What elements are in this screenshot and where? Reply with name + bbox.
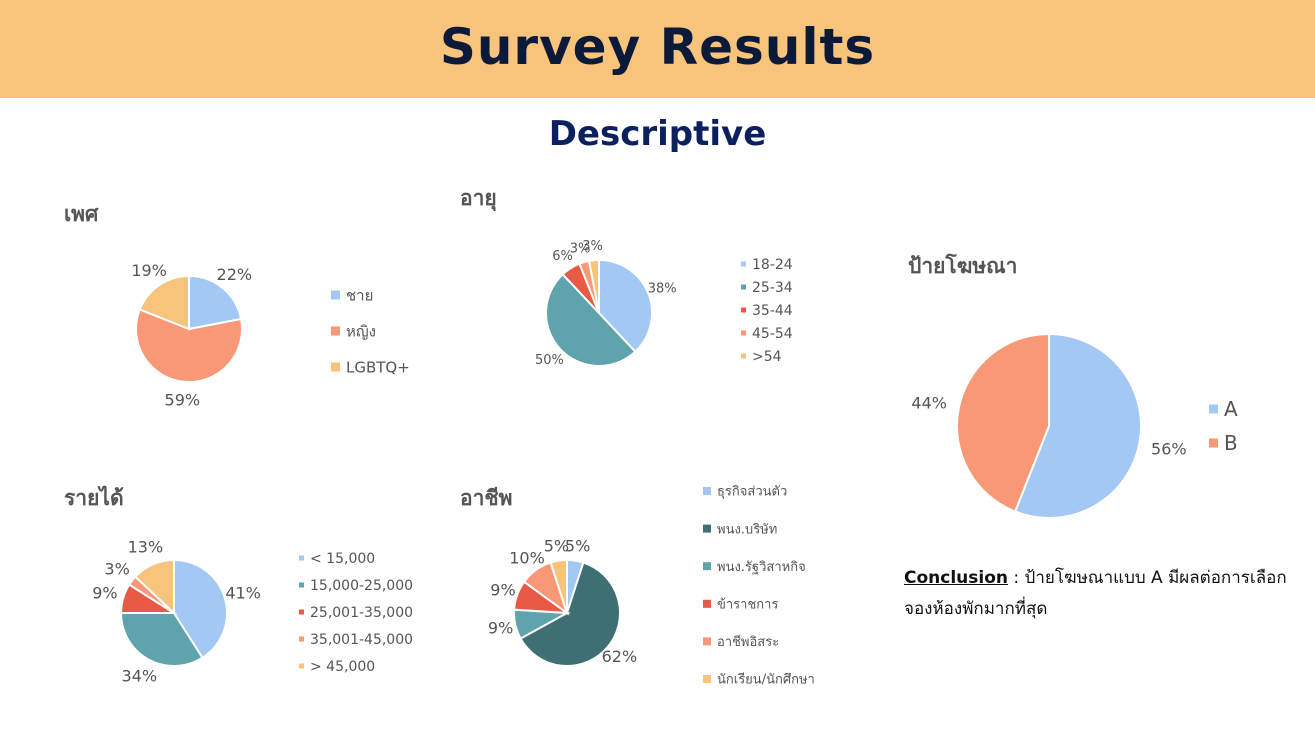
chart-title-income: รายได้ (64, 486, 124, 510)
chart-title-gender: เพศ (64, 202, 99, 226)
legend-swatch-ad-0 (1209, 404, 1218, 414)
data-label-income-1: 34% (122, 667, 158, 686)
pie-slice-ad-1 (956, 332, 1050, 513)
legend-label-income-0: < 15,000 (310, 551, 375, 567)
pie-slice-ad-0 (1013, 332, 1142, 519)
legend-swatch-income-1 (299, 582, 304, 588)
data-label-gender-2: 19% (131, 261, 167, 280)
legend-swatch-gender-0 (331, 290, 340, 300)
legend-swatch-occupation-2 (703, 562, 711, 571)
legend-label-occupation-0: ธุรกิจส่วนตัว (717, 485, 787, 500)
legend-age: 18-24 25-34 35-44 45-54 >54 (741, 257, 793, 365)
data-label-age-3: 3% (570, 241, 591, 256)
pie-slice-age-4 (587, 258, 600, 314)
legend-label-age-1: 25-34 (752, 280, 793, 296)
legend-label-occupation-3: ข้าราชการ (717, 597, 778, 612)
legend-label-gender-1: หญิง (346, 322, 376, 340)
legend-label-age-0: 18-24 (752, 257, 793, 273)
data-label-occupation-5: 5% (544, 536, 569, 555)
data-label-age-1: 50% (535, 353, 564, 368)
pie-slice-occupation-1 (519, 561, 621, 667)
legend-swatch-income-4 (299, 663, 304, 669)
data-label-occupation-1: 62% (602, 647, 638, 666)
conclusion-text: ป้ายโฆษณาแบบ A มีผลต่อการเลือกจองห้องพัก… (904, 568, 1287, 619)
legend-swatch-income-0 (299, 555, 304, 561)
data-label-occupation-0: 5% (565, 536, 590, 555)
conclusion-separator: : (1008, 568, 1025, 588)
pie-chart-income: 41% 34% 9% 3% 13% (92, 538, 261, 686)
pie-slice-age-1 (545, 272, 637, 367)
data-label-age-0: 38% (648, 282, 677, 297)
legend-swatch-occupation-5 (703, 675, 711, 683)
legend-ad: AB (1209, 397, 1238, 455)
chart-title-ad: ป้ายโฆษณา (908, 254, 1018, 278)
legend-label-income-4: > 45,000 (310, 659, 375, 675)
page-title: Survey Results (439, 18, 876, 76)
data-label-gender-0: 22% (217, 265, 253, 284)
pie-slice-income-4 (133, 558, 175, 616)
legend-swatch-occupation-0 (703, 487, 711, 495)
legend-occupation: ธุรกิจส่วนตัวพนง.บริษัทพนง.รัฐวิสาหกิจข้… (703, 485, 815, 688)
legend-swatch-age-4 (741, 353, 746, 359)
legend-label-ad-1: B (1224, 431, 1238, 455)
legend-swatch-occupation-3 (703, 599, 711, 608)
legend-label-occupation-4: อาชีพอิสระ (717, 634, 779, 650)
legend-label-age-2: 35-44 (752, 303, 793, 319)
pie-slice-income-1 (119, 612, 204, 667)
pie-chart-ad: 56% 44% (911, 332, 1187, 519)
pie-slice-occupation-5 (549, 558, 568, 614)
legend-swatch-age-1 (741, 284, 746, 290)
header-banner: Survey Results (0, 0, 1315, 98)
data-label-income-3: 3% (104, 560, 129, 579)
data-label-income-4: 13% (128, 538, 164, 557)
legend-label-occupation-2: พนง.รัฐวิสาหกิจ (717, 560, 806, 575)
data-label-occupation-3: 9% (490, 581, 515, 600)
legend-swatch-age-0 (741, 261, 746, 267)
conclusion-label: Conclusion (904, 568, 1008, 588)
data-label-occupation-2: 9% (488, 618, 513, 637)
section-subtitle: Descriptive (548, 114, 767, 154)
legend-income: < 15,000 15,000-25,000 25,001-35,000 35,001… (299, 551, 413, 675)
legend-swatch-age-3 (741, 330, 746, 336)
legend-label-age-3: 45-54 (752, 326, 793, 342)
legend-label-income-1: 15,000-25,000 (310, 578, 413, 594)
pie-slice-gender-2 (138, 274, 190, 331)
data-label-occupation-4: 10% (509, 549, 545, 568)
data-label-income-0: 41% (225, 584, 261, 603)
pie-chart-occupation: 5%62%9%9%10%5% (488, 536, 638, 667)
data-label-age-4: 3% (582, 239, 603, 254)
legend-label-income-3: 35,001-45,000 (310, 632, 413, 648)
legend-swatch-occupation-4 (703, 637, 711, 646)
data-label-gender-1: 59% (165, 390, 201, 409)
pie-chart-gender: 22% 59% 19% (131, 261, 252, 409)
pie-slice-age-0 (598, 258, 653, 354)
legend-label-income-2: 25,001-35,000 (310, 605, 413, 621)
legend-label-gender-0: ชาย (346, 286, 373, 304)
legend-label-ad-0: A (1224, 397, 1238, 421)
data-label-income-2: 9% (92, 584, 117, 603)
legend-swatch-age-2 (741, 307, 746, 313)
legend-label-age-4: >54 (752, 349, 782, 365)
chart-title-occupation: อาชีพ (460, 486, 513, 510)
legend-label-gender-2: LGBTQ+ (346, 358, 410, 376)
legend-swatch-income-3 (299, 636, 304, 642)
legend-swatch-occupation-1 (703, 524, 711, 533)
legend-swatch-ad-1 (1209, 438, 1218, 448)
legend-label-occupation-1: พนง.บริษัท (717, 522, 777, 537)
legend-swatch-gender-2 (331, 362, 340, 372)
chart-title-age: อายุ (460, 186, 497, 210)
legend-label-occupation-5: นักเรียน/นักศึกษา (717, 672, 815, 688)
legend-swatch-gender-1 (331, 326, 340, 336)
conclusion-block: Conclusion : ป้ายโฆษณาแบบ A มีผลต่อการเล… (904, 563, 1304, 625)
pie-slice-gender-0 (188, 274, 243, 331)
pie-slice-gender-1 (135, 308, 243, 383)
data-label-age-2: 6% (552, 249, 573, 264)
data-label-ad-0: 56% (1151, 440, 1187, 459)
data-label-ad-1: 44% (911, 394, 947, 413)
legend-swatch-income-2 (299, 609, 304, 615)
pie-chart-age: 38%50%6%3%3% (535, 239, 677, 368)
